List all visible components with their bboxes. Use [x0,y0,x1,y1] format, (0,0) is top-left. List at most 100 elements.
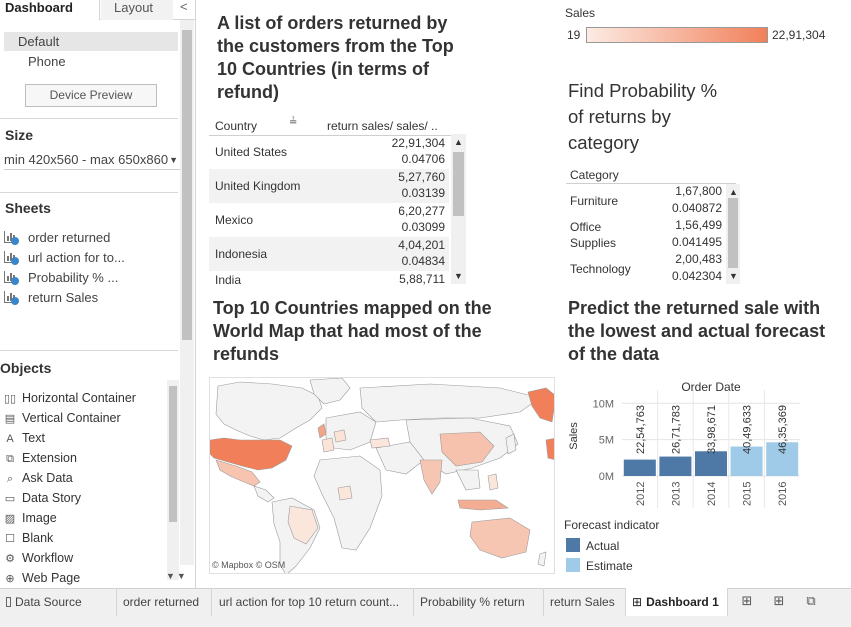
category-row[interactable]: Furniture 1,67,800 0.040872 [566,184,724,218]
bar-2016 [766,442,799,476]
category-sales-value: 1,67,800 [675,184,722,198]
tab-order-returned[interactable]: order returned [117,588,212,616]
table-row[interactable]: United States 22,91,304 0.04706 [209,135,449,169]
objects-scrollbar-thumb[interactable] [169,386,177,522]
tab-dashboard-1[interactable]: ⊞ Dashboard 1 [626,588,728,616]
collapse-panel-icon[interactable]: < [180,0,188,14]
sheet-item-order-returned[interactable]: order returned [4,228,110,248]
measure-header[interactable]: return sales/ sales/ .. [327,119,438,133]
legend-item-estimate[interactable]: Estimate [566,558,633,574]
sheet-item-label: order returned [28,230,111,245]
brazil-shape [287,505,319,545]
country-header[interactable]: Country [215,119,258,133]
table-row[interactable]: India 5,88,711 [209,271,449,286]
object-item[interactable]: ⚙ Workflow [2,548,73,568]
predict-title: Predict the returned sale with the lowes… [568,298,826,364]
sheet-item-url-action[interactable]: url action for to... [4,248,125,268]
table-row[interactable]: Indonesia 4,04,201 0.04834 [209,237,449,271]
x-tick-label: 2013 [670,482,682,506]
legend-title: Sales [565,6,596,20]
data-source-label: Data Source [15,595,82,609]
tab-layout[interactable]: Layout [101,0,173,20]
new-worksheet-icon[interactable]: ⊞ [741,593,753,608]
sheet-item-return-sales[interactable]: return Sales [4,288,98,308]
map-title: Top 10 Countries mapped on the World Map… [213,298,492,364]
data-story-icon: ▭ [4,493,16,505]
tab-probability[interactable]: Probability % return [414,588,544,616]
category-row[interactable]: Technology 2,00,483 0.042304 [566,252,724,286]
tab-data-source[interactable]: Data Source [0,588,117,616]
object-item[interactable]: ⌕ Ask Data [2,468,73,488]
object-item-label: Vertical Container [22,411,121,425]
object-item[interactable]: ▤ Vertical Container [2,408,121,428]
table-row[interactable]: United Kingdom 5,27,760 0.03139 [209,169,449,203]
category-name: Furniture [570,194,619,208]
bar-2012 [623,459,656,476]
category-ratio-value: 0.040872 [671,201,722,215]
forecast-chart[interactable]: Order Date Sales 0M 5M 10M 22,54,763 2012 26,71… [560,378,840,510]
scroll-up-icon[interactable]: ▲ [729,187,738,197]
sheet-chart-icon [4,270,19,285]
return-ratio-value: 0.03139 [401,186,445,200]
nigeria-shape [337,485,353,501]
device-phone[interactable]: Phone [28,54,66,69]
object-item-label: Image [22,511,57,525]
object-item-label: Ask Data [22,471,73,485]
southeast-asia-shape [455,469,481,491]
country-name: Indonesia [215,247,268,261]
object-item[interactable]: ⊕ Web Page [2,568,80,588]
japan-shape [505,433,517,455]
object-item[interactable]: ▨ Image [2,508,57,528]
scroll-arrows-icon[interactable]: ▼▼ [166,571,188,581]
size-dropdown[interactable]: min 420x560 - max 650x860 ▼ [4,150,180,170]
new-dashboard-icon[interactable]: ⊞ [773,593,785,608]
object-item[interactable]: ▭ Data Story [2,488,81,508]
france-shape [321,437,335,453]
actual-swatch [566,538,580,552]
legend-item-actual[interactable]: Actual [566,538,619,554]
x-tick-label: 2016 [777,482,789,506]
data-label: 40,49,633 [742,405,754,454]
tab-dashboard[interactable]: Dashboard [0,0,100,20]
chevron-down-icon: ▼ [169,155,178,165]
germany-shape [333,429,347,443]
canada-shape [215,381,323,441]
sheet-item-probability[interactable]: Probability % ... [4,268,118,288]
scroll-down-icon[interactable]: ▼ [729,271,738,281]
map-credit[interactable]: © Mapbox © OSM [212,560,286,570]
scroll-down-icon[interactable]: ▼ [454,271,463,281]
device-preview-button[interactable]: Device Preview [25,84,157,107]
usa-shape [210,437,293,471]
scroll-up-icon[interactable]: ▲ [454,137,463,147]
tab-return-sales[interactable]: return Sales [544,588,626,616]
data-label: 26,71,783 [670,405,682,454]
divider [0,192,178,193]
sheet-chart-icon [4,250,19,265]
world-map[interactable] [209,377,555,574]
category-row[interactable]: Office Supplies 1,56,499 0.041495 [566,218,724,252]
indonesia-shape [457,499,509,511]
new-story-icon[interactable]: ⧉ [806,593,816,608]
object-item[interactable]: A Text [2,428,45,448]
x-tick-label: 2014 [706,482,718,506]
object-item[interactable]: ☐ Blank [2,528,53,548]
category-table-scrollbar-thumb[interactable] [728,198,738,268]
object-item[interactable]: ⧉ Extension [2,448,77,468]
usa-wrap-shape [545,438,554,460]
category-header[interactable]: Category [570,168,619,182]
panel-scrollbar-thumb[interactable] [182,30,192,340]
data-label: 46,35,369 [777,405,789,454]
device-default[interactable]: Default [4,32,178,51]
table-row[interactable]: Mexico 6,20,277 0.03099 [209,203,449,237]
sheets-title: Sheets [5,200,51,216]
country-table-scrollbar-thumb[interactable] [453,152,464,216]
left-panel: Dashboard Layout < Default Phone Device … [0,0,196,588]
india-shape [419,459,443,495]
object-item[interactable]: ▯▯ Horizontal Container [2,388,136,408]
sort-icon[interactable]: ≟ [289,117,298,128]
legend-gradient [586,27,768,43]
country-table-header: Country ≟ return sales/ sales/ .. [209,116,459,136]
text-icon: A [6,433,14,445]
tab-url-action[interactable]: url action for top 10 return count... [213,588,414,616]
blank-icon: ☐ [5,533,15,545]
